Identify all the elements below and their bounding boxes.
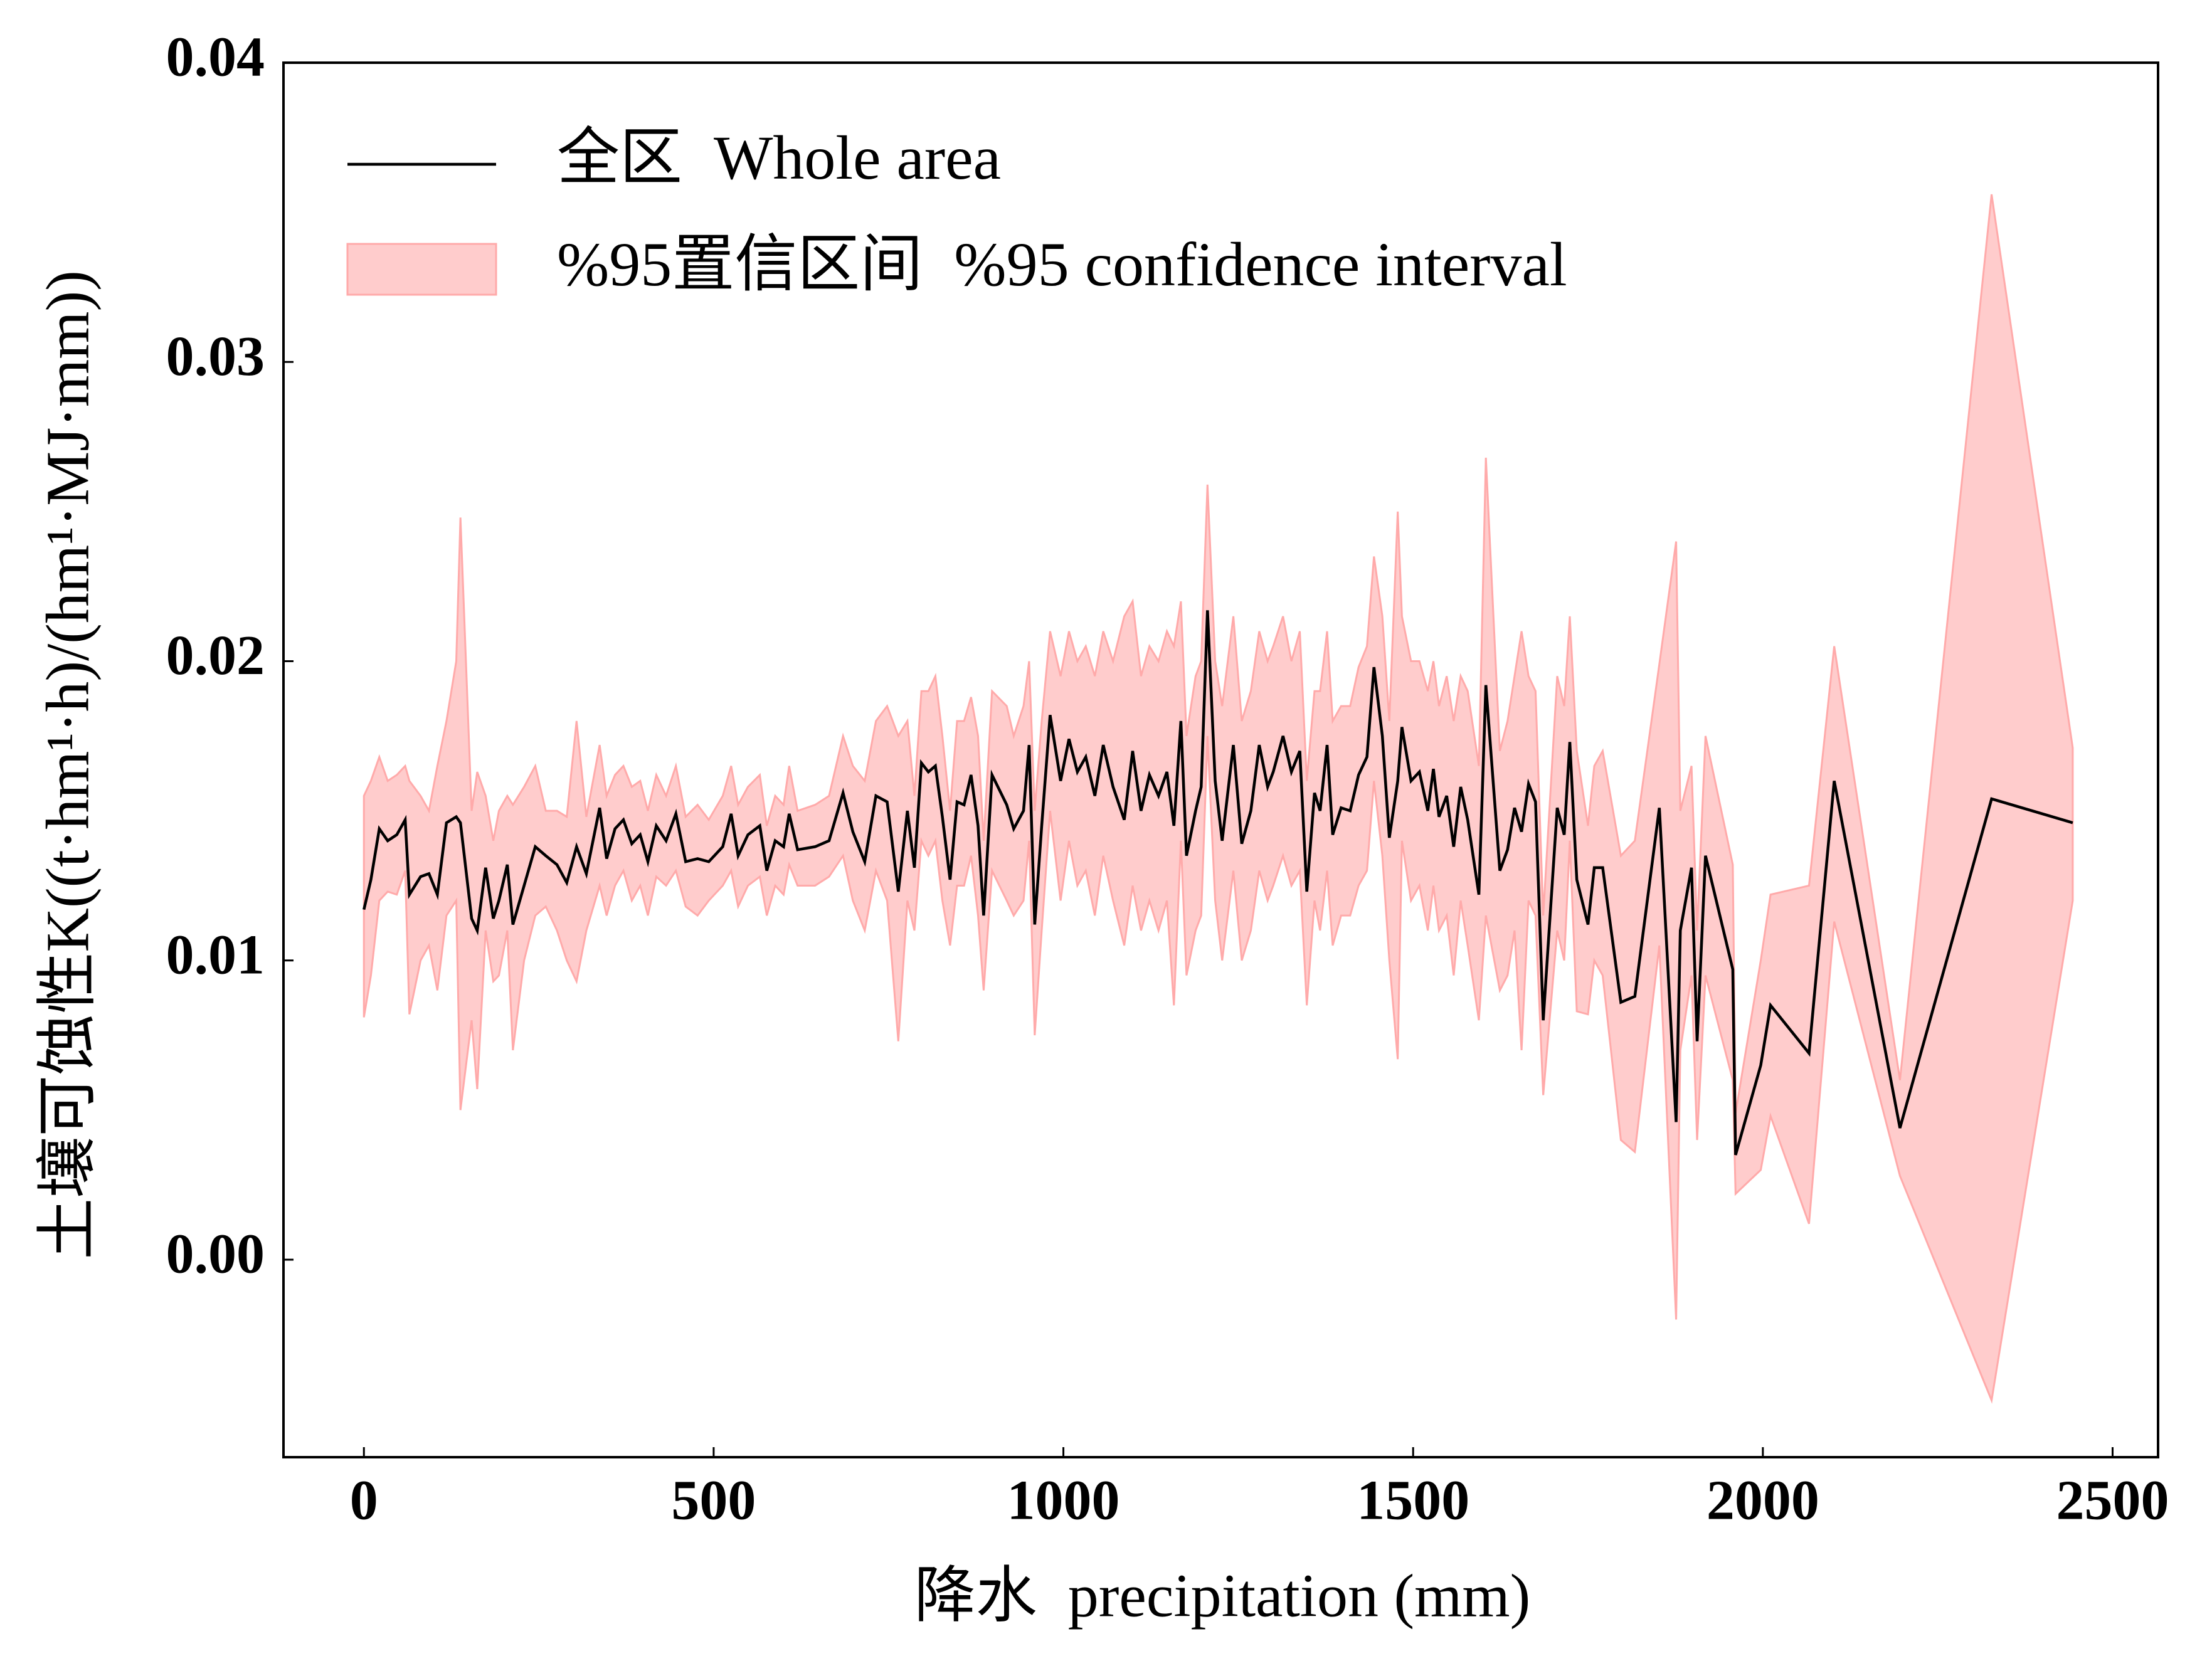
y-tick-label: 0.00	[166, 1223, 265, 1285]
x-axis-label: 降水 precipitation (mm)	[914, 1562, 1531, 1630]
plot-frame	[282, 61, 2159, 1458]
y-tick-label: 0.03	[166, 325, 265, 387]
legend-label: 全区 Whole area	[557, 123, 1001, 192]
legend-patch	[346, 243, 497, 296]
x-tick-label: 0	[350, 1470, 378, 1532]
y-tick-label: 0.04	[166, 26, 265, 88]
y-tick-label: 0.02	[166, 625, 265, 687]
y-axis-label: 土壤可蚀性K((t·hm¹·h)/(hm¹·MJ·mm))	[34, 270, 102, 1260]
line	[362, 610, 2073, 1156]
legend-label: %95置信区间 %95 confidence interval	[557, 229, 1567, 299]
y-tick-label: 0.01	[166, 924, 265, 986]
x-tick-label: 2000	[1707, 1470, 1819, 1532]
x-tick-label: 2500	[2056, 1470, 2169, 1532]
x-tick-label: 1500	[1357, 1470, 1469, 1532]
x-tick-label: 1000	[1007, 1470, 1120, 1532]
x-tick-label: 500	[671, 1470, 756, 1532]
